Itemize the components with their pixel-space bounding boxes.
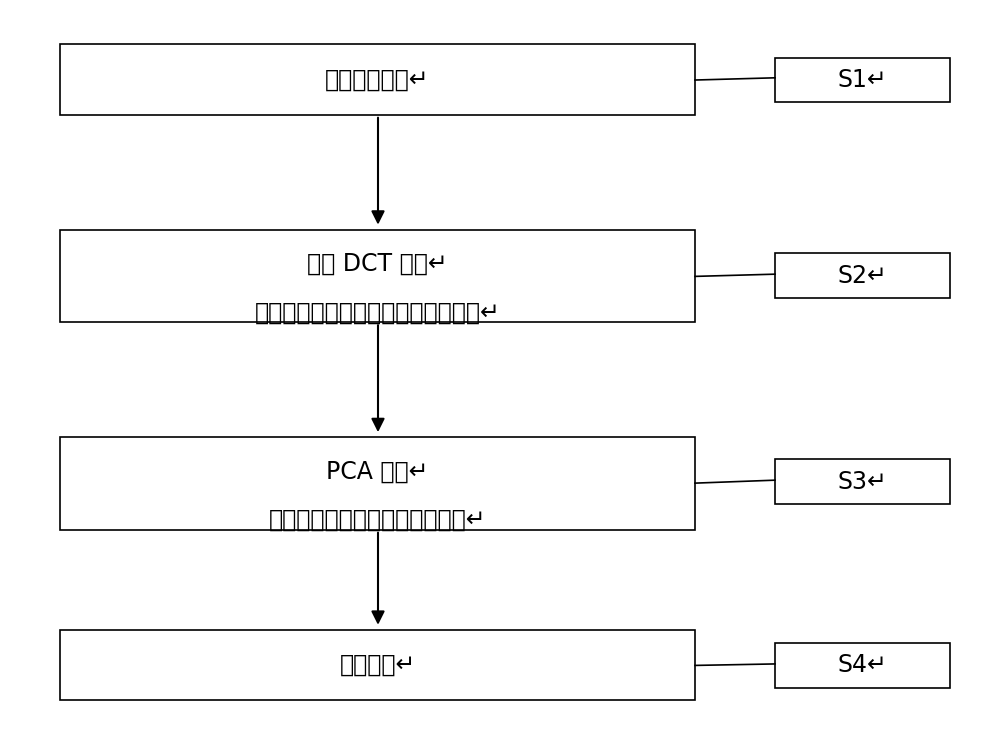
FancyBboxPatch shape [60, 230, 695, 322]
Text: S4↵: S4↵ [838, 654, 887, 677]
Text: S2↵: S2↵ [838, 264, 887, 288]
Text: 使不同尺度的人脸图像具有相同尺度↵: 使不同尺度的人脸图像具有相同尺度↵ [255, 301, 500, 325]
FancyBboxPatch shape [60, 44, 695, 115]
FancyBboxPatch shape [775, 643, 950, 688]
Text: S1↵: S1↵ [838, 68, 887, 92]
FancyBboxPatch shape [775, 58, 950, 102]
FancyBboxPatch shape [775, 459, 950, 504]
Text: S3↵: S3↵ [838, 470, 887, 494]
Text: PCA 分析↵: PCA 分析↵ [326, 459, 429, 483]
Text: 获取人脸图像↵: 获取人脸图像↵ [325, 67, 430, 92]
Text: 匹配识别↵: 匹配识别↵ [339, 653, 416, 677]
FancyBboxPatch shape [60, 630, 695, 700]
FancyBboxPatch shape [775, 253, 950, 298]
Text: 进行 DCT 变换↵: 进行 DCT 变换↵ [307, 252, 448, 276]
FancyBboxPatch shape [60, 437, 695, 530]
Text: 提取图像的主要特征并随之降维↵: 提取图像的主要特征并随之降维↵ [269, 508, 486, 532]
